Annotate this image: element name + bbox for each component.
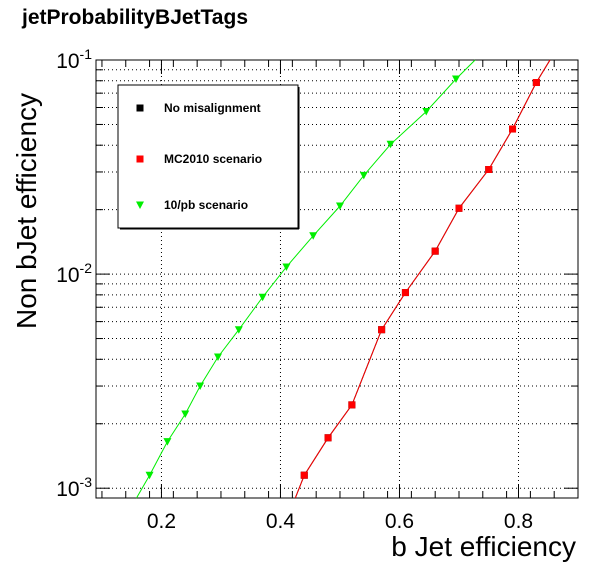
data-point [402, 289, 409, 296]
legend-label: No misalignment [164, 101, 261, 115]
data-point [214, 354, 222, 362]
x-tick-labels: 0.2 0.4 0.6 0.8 [147, 510, 533, 533]
data-point [325, 434, 332, 441]
data-point [259, 294, 267, 302]
x-tick-label: 0.8 [504, 510, 533, 533]
data-point [301, 472, 308, 479]
y-tick-labels: 10-3 10-2 10-1 [56, 46, 92, 501]
x-tick-label: 0.6 [385, 510, 414, 533]
data-point [181, 411, 189, 419]
y-tick-label: 10-3 [56, 474, 92, 501]
x-tick-label: 0.2 [147, 510, 176, 533]
data-point [378, 326, 385, 333]
data-point [432, 248, 439, 255]
legend-label: MC2010 scenario [164, 152, 262, 166]
legend-label: 10/pb scenario [164, 198, 248, 212]
y-axis-title: Non bJet efficiency [11, 93, 42, 329]
data-point [163, 438, 171, 446]
legend: No misalignment MC2010 scenario 10/pb scen… [118, 85, 299, 229]
data-point [485, 166, 492, 173]
data-point [146, 472, 154, 480]
x-tick-label: 0.4 [266, 510, 296, 533]
data-point [196, 383, 204, 391]
y-tick-label: 10-1 [56, 46, 92, 73]
x-axis-title: b Jet efficiency [391, 531, 576, 562]
legend-marker [137, 156, 144, 163]
data-point [348, 401, 355, 408]
data-point [533, 79, 540, 86]
data-point [455, 205, 462, 212]
y-tick-label: 10-2 [56, 260, 92, 287]
data-point [509, 126, 516, 133]
legend-marker [137, 105, 144, 112]
